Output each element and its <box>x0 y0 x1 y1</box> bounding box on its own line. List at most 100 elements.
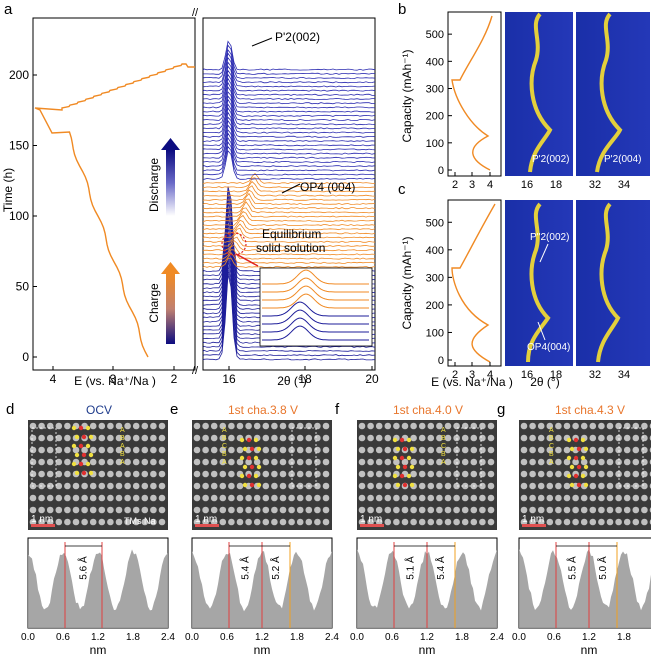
atom-column <box>263 471 270 478</box>
stacking-letter: B <box>549 435 554 442</box>
atom-column <box>194 507 201 514</box>
panel-a-xlabel-right: 2θ (°) <box>277 374 306 388</box>
atom-column <box>624 435 631 442</box>
atom-column <box>359 495 366 502</box>
atom-column <box>90 459 97 466</box>
atom-column <box>488 483 495 490</box>
b-xtick-label: 2 <box>452 179 458 191</box>
structure-dot <box>89 471 93 475</box>
atom-column <box>254 423 261 430</box>
b-xtick-label: 18 <box>550 179 562 191</box>
atom-column <box>81 519 88 526</box>
structure-dot <box>581 456 585 460</box>
atom-column <box>228 507 235 514</box>
structure-dot <box>82 471 86 475</box>
atom-column <box>359 483 366 490</box>
atom-column <box>581 423 588 430</box>
atom-column <box>462 471 469 478</box>
atom-column <box>564 495 571 502</box>
atom-column <box>271 435 278 442</box>
atom-column <box>529 483 536 490</box>
panel-label-f: f <box>335 401 340 418</box>
atom-column <box>529 423 536 430</box>
atom-column <box>306 435 313 442</box>
atom-column <box>150 459 157 466</box>
structure-dot <box>72 444 76 448</box>
atom-column <box>453 495 460 502</box>
atom-column <box>615 507 622 514</box>
atom-column <box>194 483 201 490</box>
atom-column <box>64 483 71 490</box>
profile-xtick: 1.8 <box>455 632 469 643</box>
atom-column <box>436 507 443 514</box>
a-ytick-label: 0 <box>22 350 29 364</box>
atom-column <box>133 435 140 442</box>
spacing-label: 5.5 Å <box>566 556 579 580</box>
atom-column <box>211 495 218 502</box>
structure-dot <box>82 453 86 457</box>
scale-label: 1 nm <box>195 514 217 525</box>
atom-column <box>90 423 97 430</box>
atom-column <box>194 447 201 454</box>
atom-column <box>323 507 330 514</box>
profile-xtick: 0.0 <box>350 632 364 643</box>
atom-column <box>202 459 209 466</box>
profile-xlabel: nm <box>90 643 107 655</box>
atom-column <box>237 483 244 490</box>
atom-column <box>547 519 554 526</box>
structure-dot <box>570 465 574 469</box>
panel-c-xlabel-angle: 2θ (°) <box>530 375 559 389</box>
spacing-label: 5.4 Å <box>434 556 447 580</box>
atom-column <box>38 459 45 466</box>
atom-column <box>220 519 227 526</box>
panel-b-heatmap-1 <box>505 12 573 176</box>
panel-c-xlabel-voltage: E (vs. Na⁺/Na ) <box>431 375 513 389</box>
atom-column <box>306 495 313 502</box>
stacking-letter: C <box>441 443 446 450</box>
xrd-line <box>203 113 375 142</box>
structure-dot <box>584 447 588 451</box>
structure-dot <box>577 483 581 487</box>
c-ytick-label: 400 <box>426 245 444 257</box>
atom-column <box>367 459 374 466</box>
atom-column <box>116 471 123 478</box>
structure-dot <box>86 444 90 448</box>
atom-column <box>159 507 166 514</box>
atom-column <box>237 519 244 526</box>
atom-column <box>453 519 460 526</box>
atom-column <box>306 519 313 526</box>
atom-column <box>56 447 63 454</box>
atom-column <box>211 483 218 490</box>
atom-column <box>402 495 409 502</box>
profile-xtick: 2.4 <box>490 632 504 643</box>
atom-column <box>598 495 605 502</box>
structure-dot <box>240 438 244 442</box>
atom-column <box>385 423 392 430</box>
panel-b-heatmap-2 <box>576 12 650 176</box>
structure-dot <box>574 456 578 460</box>
atom-column <box>211 459 218 466</box>
atom-column <box>615 495 622 502</box>
scale-label: 1 nm <box>360 514 382 525</box>
atom-column <box>124 507 131 514</box>
atom-column <box>73 483 80 490</box>
atom-column <box>564 447 571 454</box>
atom-column <box>56 483 63 490</box>
atom-column <box>590 483 597 490</box>
stacking-letter: A <box>441 459 446 466</box>
atom-column <box>598 519 605 526</box>
structure-dot <box>403 465 407 469</box>
atom-column <box>56 471 63 478</box>
structure-dot <box>400 456 404 460</box>
atom-column <box>116 507 123 514</box>
a-xtick-label: 4 <box>50 372 57 386</box>
atom-column <box>38 435 45 442</box>
atom-column <box>124 447 131 454</box>
atom-column <box>245 423 252 430</box>
atom-column <box>56 435 63 442</box>
atom-column <box>47 435 54 442</box>
atom-column <box>607 507 614 514</box>
stacking-letter: B <box>441 451 446 458</box>
atom-column <box>107 471 114 478</box>
atom-column <box>99 459 106 466</box>
